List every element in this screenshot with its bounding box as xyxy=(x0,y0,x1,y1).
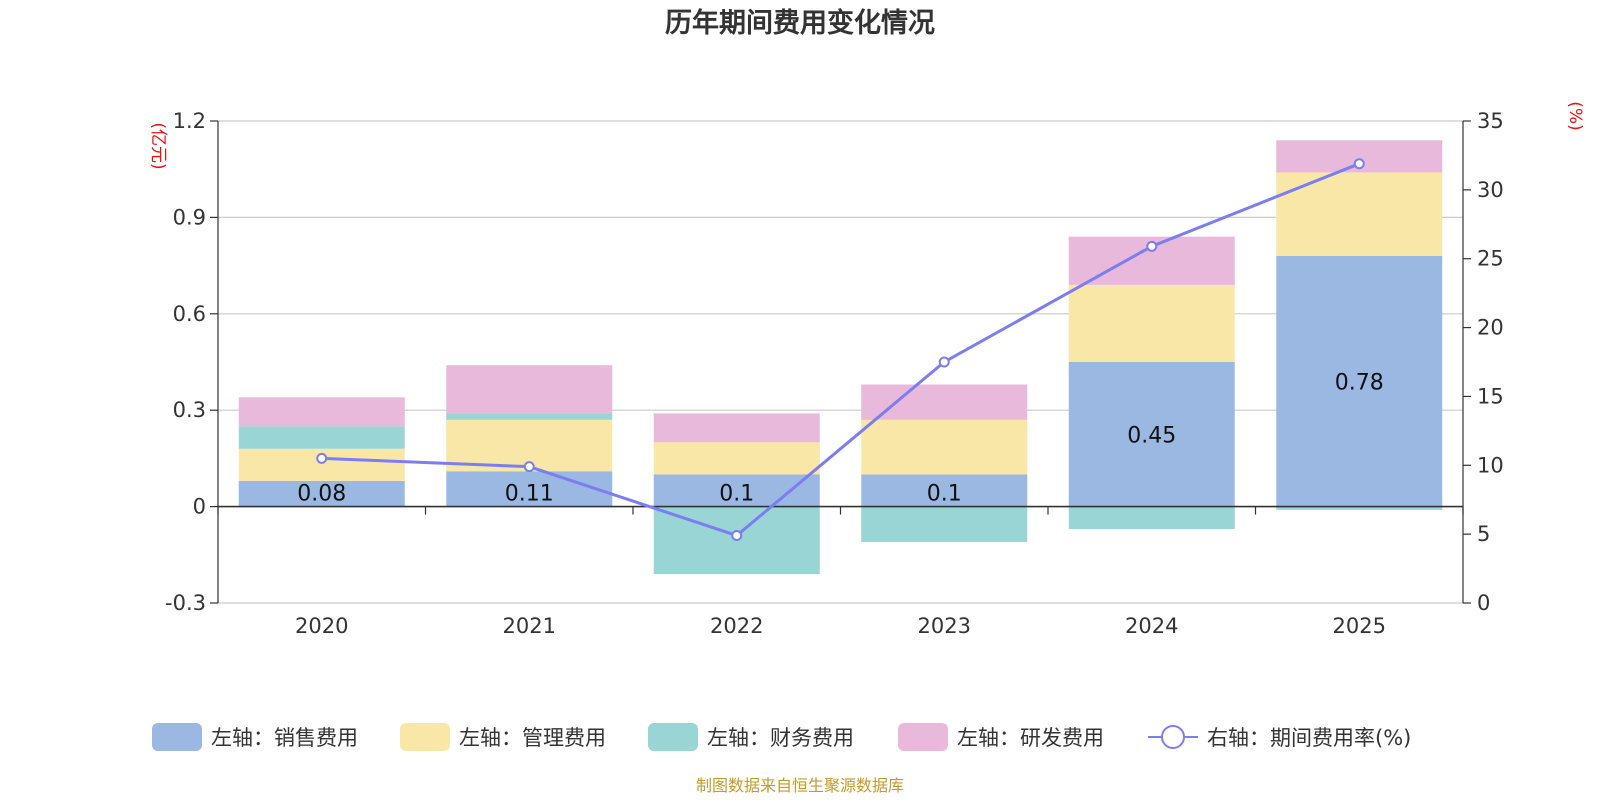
bar-layer xyxy=(238,140,1443,575)
bar-segment xyxy=(238,426,405,449)
x-axis-tick-label: 2022 xyxy=(710,614,763,638)
line-layer xyxy=(316,158,1365,542)
legend: 左轴：销售费用 左轴：管理费用 左轴：财务费用 左轴：研发费用 右轴：期间费用率(%) xyxy=(152,723,1411,751)
x-axis-tick-label: 2025 xyxy=(1333,614,1386,638)
right-axis-tick-label: 15 xyxy=(1477,384,1504,408)
left-axis-unit: (亿元) xyxy=(148,122,168,169)
left-axis-tick-label: -0.3 xyxy=(165,591,206,615)
left-axis-tick-label: 0.3 xyxy=(173,398,206,422)
bar-segment xyxy=(1276,255,1443,507)
legend-swatch xyxy=(898,723,948,751)
line-point xyxy=(523,461,535,473)
x-axis-tick-label: 2021 xyxy=(503,614,556,638)
left-axis-tick-label: 0 xyxy=(193,495,206,519)
source-note: 制图数据来自恒生聚源数据库 xyxy=(696,776,904,795)
right-axis-tick-label: 0 xyxy=(1477,591,1490,615)
bar-segment xyxy=(446,365,613,414)
bar-segment xyxy=(1276,172,1443,256)
bar-segment xyxy=(238,480,405,507)
bar-segment xyxy=(1068,506,1235,530)
left-axis-tick-label: 0.9 xyxy=(173,205,206,229)
line-point xyxy=(1353,158,1365,170)
data-labels: 0.08 0.11 0.1 0.1 0.45 0.78 xyxy=(297,370,1383,506)
left-axis-tick-label: 0.6 xyxy=(173,302,206,326)
right-axis-tick-label: 30 xyxy=(1477,178,1504,202)
data-label: 0.45 xyxy=(1127,423,1176,448)
bar-segment xyxy=(1068,284,1235,362)
x-axis-tick-label: 2023 xyxy=(918,614,971,638)
right-axis-tick-label: 10 xyxy=(1477,453,1504,477)
bar-segment xyxy=(1276,506,1443,510)
data-label: 0.08 xyxy=(297,482,346,507)
data-label: 0.1 xyxy=(927,482,962,507)
bar-segment xyxy=(446,413,613,420)
bar-segment xyxy=(861,419,1028,475)
legend-label: 左轴：管理费用 xyxy=(459,726,606,750)
line-point xyxy=(731,530,743,542)
legend-line-marker xyxy=(1161,725,1185,749)
bar-segment xyxy=(861,384,1028,420)
left-axis-tick-label: 1.2 xyxy=(173,109,206,133)
line-point xyxy=(1146,240,1158,252)
line-series xyxy=(321,162,1360,538)
bar-segment xyxy=(653,442,820,475)
legend-swatch xyxy=(400,723,450,751)
bar-segment xyxy=(653,413,820,443)
data-label: 0.78 xyxy=(1335,370,1384,395)
legend-swatch xyxy=(648,723,698,751)
data-label: 0.1 xyxy=(719,482,754,507)
legend-label: 左轴：财务费用 xyxy=(707,726,854,750)
legend-label: 左轴：研发费用 xyxy=(957,726,1104,750)
right-axis-tick-label: 20 xyxy=(1477,316,1504,340)
data-label: 0.11 xyxy=(505,482,554,507)
bar-segment xyxy=(861,474,1028,507)
bar-segment xyxy=(861,506,1028,542)
bar-segment xyxy=(446,471,613,507)
x-axis-tick-label: 2024 xyxy=(1125,614,1178,638)
line-point xyxy=(316,452,328,464)
legend-swatch xyxy=(152,723,202,751)
right-axis-unit: (%) xyxy=(1565,101,1585,130)
right-axis-tick-label: 35 xyxy=(1477,109,1504,133)
chart-title: 历年期间费用变化情况 xyxy=(665,7,935,39)
bar-segment xyxy=(238,397,405,427)
x-axis-tick-label: 2020 xyxy=(295,614,348,638)
line-point xyxy=(938,356,950,368)
bar-segment xyxy=(1068,362,1235,507)
legend-label: 右轴：期间费用率(%) xyxy=(1207,726,1411,750)
right-axis-tick-label: 5 xyxy=(1477,522,1490,546)
right-axis-tick-label: 25 xyxy=(1477,247,1504,271)
gridlines xyxy=(218,120,1463,604)
legend-label: 左轴：销售费用 xyxy=(211,726,358,750)
